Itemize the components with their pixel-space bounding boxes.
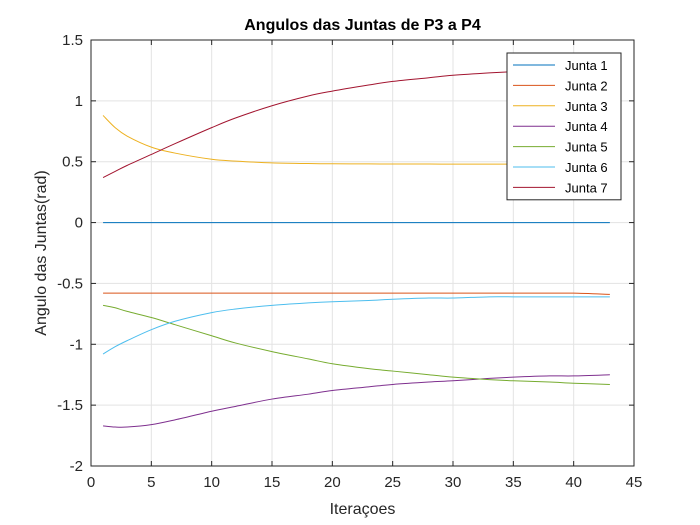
chart-title: Angulos das Juntas de P3 a P4 (244, 17, 481, 34)
x-tick-label: 0 (87, 474, 95, 491)
axis-ticks: 0 5 10 15 20 25 30 35 40 45 -2 -1.5 -1 -0.5 0 0.5 1 1.5 (57, 32, 642, 491)
series-line-junta-5 (102, 304, 610, 385)
x-tick-label: 5 (147, 474, 155, 491)
legend-label: Junta 2 (565, 78, 608, 93)
x-tick-label: 40 (565, 474, 582, 491)
legend-label: Junta 4 (565, 119, 608, 134)
y-tick-label: 1 (75, 93, 83, 110)
legend: Junta 1 Junta 2 Junta 3 Junta 4 Junta 5 Junta… (506, 52, 622, 201)
legend-label: Junta 6 (565, 160, 608, 175)
x-tick-label: 45 (626, 474, 643, 491)
series-lines (102, 68, 610, 428)
legend-label: Junta 3 (565, 99, 608, 114)
y-tick-label: -1.5 (57, 397, 83, 414)
x-axis-label: Iteraçoes (330, 501, 396, 518)
x-tick-label: 35 (505, 474, 522, 491)
y-tick-label: -2 (70, 458, 83, 475)
x-tick-label: 30 (445, 474, 462, 491)
legend-label: Junta 7 (565, 180, 608, 195)
x-tick-label: 20 (324, 474, 341, 491)
axes-box (90, 39, 635, 467)
series-line-junta-6 (102, 296, 610, 355)
series-line-junta-4 (103, 374, 610, 428)
legend-label: Junta 1 (565, 58, 608, 73)
y-axis-label: Angulo das Juntas(rad) (33, 170, 50, 335)
x-tick-label: 10 (203, 474, 220, 491)
x-tick-label: 25 (384, 474, 401, 491)
y-tick-label: 0 (75, 215, 83, 232)
y-tick-label: -0.5 (57, 275, 83, 292)
y-tick-label: -1 (70, 336, 83, 353)
series-line-junta-2 (103, 292, 610, 295)
y-tick-label: 1.5 (62, 32, 83, 49)
legend-label: Junta 5 (565, 140, 608, 155)
y-tick-label: 0.5 (62, 154, 83, 171)
x-tick-label: 15 (264, 474, 281, 491)
